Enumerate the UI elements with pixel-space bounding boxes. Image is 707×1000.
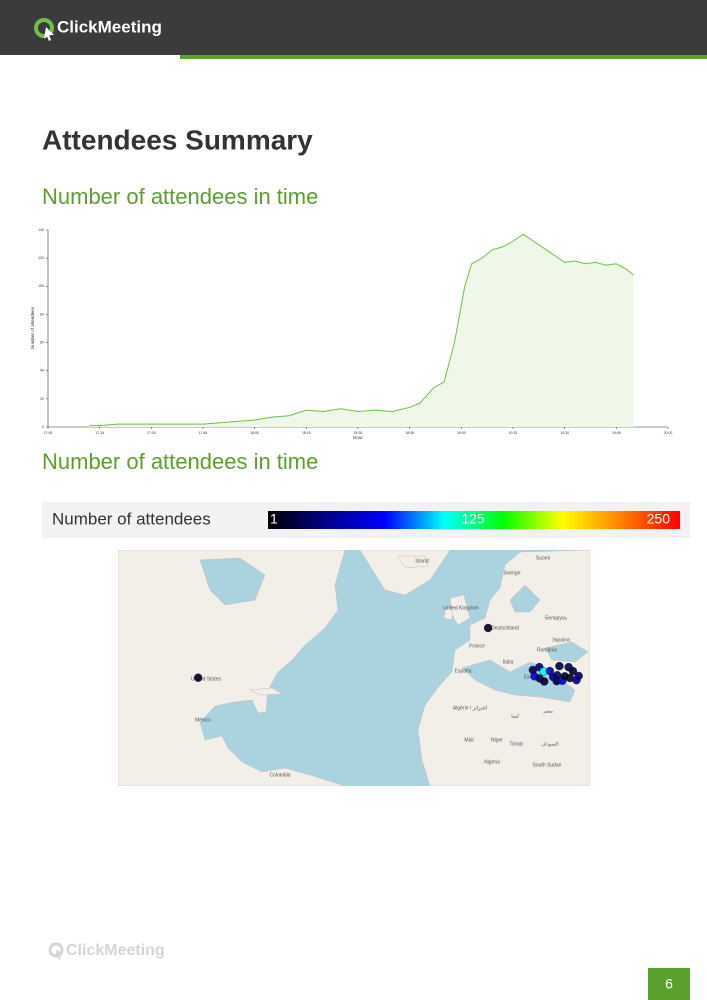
y-tick-label: 80: [40, 312, 44, 316]
x-tick-label: 19:15: [509, 431, 518, 435]
map-marker: [193, 673, 203, 682]
map-label: Algérie / الجزائر: [453, 705, 487, 711]
map-label: Colombia: [269, 772, 290, 778]
map-marker: [528, 665, 538, 675]
map-markers: [193, 623, 583, 686]
x-tick-label: 18:45: [405, 431, 414, 435]
color-scale: [268, 511, 680, 529]
y-tick-label: 120: [38, 256, 44, 260]
x-tick-label: 17:15: [95, 431, 104, 435]
area: [89, 234, 634, 427]
x-tick-label: 19:30: [560, 431, 569, 435]
map-label: مصر: [542, 708, 553, 714]
map-label: Mali: [464, 737, 473, 743]
x-tick-label: 18:15: [302, 431, 311, 435]
x-tick-label: 19:45: [612, 431, 621, 435]
legend-tick-label: 125: [461, 511, 485, 527]
map-label: Ísland: [415, 557, 429, 564]
map-label: ليبيا: [511, 713, 519, 719]
map-marker: [568, 666, 578, 676]
map-label: United States: [191, 676, 222, 682]
footer-logo: ClickMeeting: [66, 942, 165, 959]
map-marker: [548, 672, 558, 682]
y-tick-label: 0: [42, 425, 44, 429]
map-label: Italia: [503, 659, 514, 665]
header-accent: [180, 55, 707, 59]
map-label: México: [195, 717, 211, 723]
y-tick-label: 20: [40, 397, 44, 401]
map-marker: [560, 672, 570, 681]
map-marker: [540, 677, 549, 686]
map-label: Deutschland: [491, 625, 519, 631]
map-label: United Kingdom: [443, 605, 479, 611]
legend-label: Number of attendees: [52, 509, 211, 528]
x-tick-label: 20:00: [664, 431, 673, 435]
logo-icon: [34, 18, 54, 41]
map-label: Suomi: [536, 555, 550, 561]
map-label: السودان: [541, 741, 558, 747]
page-number-box: [648, 968, 690, 1000]
page-number: 6: [665, 976, 673, 992]
map-label: România: [537, 647, 557, 653]
line: [89, 233, 634, 427]
x-axis-label: Hour: [353, 435, 363, 440]
map: Ísland Sverige Suomi United Kingdom Deut…: [118, 550, 590, 786]
map-marker: [572, 675, 581, 685]
map-label: Nigeria: [484, 759, 500, 765]
legend-ticks: 1 125 250: [270, 511, 670, 527]
section-heading: Number of attendees in time: [42, 184, 318, 209]
attendees-chart: 0 20 40 60 80 100 120 140 17:00 17:15 17:30 17:45 18…: [38, 228, 672, 435]
x-tick-label: 19:00: [457, 431, 466, 435]
footer-logo-icon: [48, 942, 64, 960]
y-tick-label: 100: [38, 284, 44, 288]
map-marker: [555, 661, 564, 671]
legend-tick-label: 1: [270, 511, 278, 527]
y-tick-label: 60: [40, 340, 44, 344]
map-label: Niger: [491, 737, 503, 743]
map-marker: [483, 623, 493, 633]
map-label: South Sudan: [533, 762, 562, 768]
x-tick-label: 18:30: [354, 431, 363, 435]
legend-tick-label: 250: [647, 511, 671, 527]
x-tick-label: 18:00: [250, 431, 259, 435]
map-label: Беларусь: [545, 615, 567, 621]
header-bar: [0, 0, 707, 55]
y-axis-label: Number of attendees: [30, 306, 35, 349]
map-label: France: [469, 643, 485, 649]
map-label: España: [455, 668, 472, 674]
map-label: Sverige: [504, 570, 521, 576]
x-tick-label: 17:45: [199, 431, 208, 435]
y-tick-label: 40: [40, 369, 44, 373]
map-label: Tchad: [509, 741, 523, 747]
section-heading: Number of attendees in time: [42, 449, 318, 474]
x-tick-label: 17:30: [147, 431, 156, 435]
page-title: Attendees Summary: [42, 124, 313, 155]
map-label: Україна: [552, 637, 570, 643]
x-tick-label: 17:00: [44, 431, 53, 435]
y-tick-label: 140: [38, 228, 44, 232]
logo[interactable]: ClickMeeting: [57, 17, 162, 36]
